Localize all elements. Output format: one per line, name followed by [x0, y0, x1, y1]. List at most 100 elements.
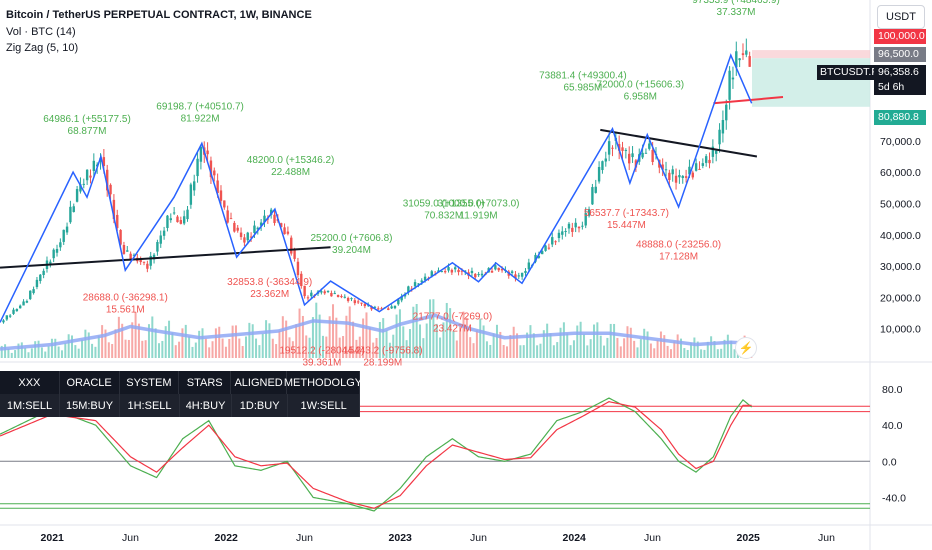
- zigzag-pivot-volume: 70.832M: [424, 211, 463, 222]
- volume-bar: [20, 342, 23, 358]
- candle: [290, 237, 293, 254]
- volume-bar: [342, 336, 345, 358]
- candle: [189, 184, 193, 205]
- volume-bar: [158, 343, 161, 358]
- candle: [253, 225, 256, 233]
- candle: [561, 231, 564, 235]
- volume-bar: [643, 328, 646, 358]
- candle: [356, 301, 360, 303]
- volume-bar: [482, 325, 485, 358]
- volume-bar: [726, 334, 729, 358]
- candle: [413, 282, 417, 287]
- volume-bar: [315, 302, 318, 358]
- volume-bar: [572, 340, 575, 358]
- candle: [728, 70, 731, 100]
- candle: [644, 152, 648, 154]
- candle: [704, 156, 708, 163]
- volume-bar: [619, 346, 622, 358]
- candle: [577, 226, 581, 229]
- volume-bar: [606, 337, 609, 358]
- candle: [106, 169, 109, 191]
- signal-table-cell: STARS: [179, 371, 232, 394]
- candle: [273, 214, 276, 224]
- countdown-tag: 5d 6h: [874, 80, 926, 95]
- volume-bar: [378, 322, 381, 358]
- zigzag-pivot-label: 15443.2 (-9756.8): [343, 346, 423, 357]
- volume-bar: [81, 339, 84, 358]
- zigzag-pivot-volume: 68.877M: [68, 126, 107, 137]
- volume-bar: [144, 340, 147, 358]
- signal-table-cell: 1W:SELL: [288, 394, 360, 417]
- volume-bar: [680, 338, 683, 358]
- candle: [567, 223, 571, 229]
- zigzag-pivot-volume: 37.337M: [717, 7, 756, 18]
- signal-table-signal-row: 1M:SELL 15M:BUY 1H:SELL 4H:BUY 1D:BUY 1W…: [0, 394, 360, 417]
- candle: [420, 280, 423, 283]
- candle: [477, 274, 480, 276]
- candle: [229, 218, 233, 220]
- volume-bar: [613, 323, 616, 358]
- volume-bar: [656, 340, 659, 358]
- candle: [524, 270, 527, 273]
- volume-bar: [248, 322, 251, 358]
- candle: [387, 308, 390, 310]
- volume-bar: [111, 344, 114, 358]
- candle: [390, 306, 393, 309]
- volume-bar: [47, 346, 50, 358]
- volume-bar: [101, 325, 104, 358]
- price-tag-100000: 100,000.0: [874, 29, 926, 44]
- stop-loss-zone: [752, 50, 870, 59]
- candle: [296, 261, 300, 276]
- volume-bar: [506, 346, 509, 358]
- candle: [346, 297, 350, 301]
- candle: [92, 160, 96, 171]
- candle: [119, 229, 122, 245]
- volume-bar: [479, 318, 482, 358]
- volume-bar: [194, 342, 197, 358]
- volume-bar: [669, 349, 672, 358]
- candle: [353, 300, 357, 304]
- volume-bar: [683, 348, 686, 358]
- candle: [694, 163, 698, 171]
- volume-bar: [91, 343, 94, 358]
- candle: [159, 235, 162, 244]
- chart-title[interactable]: Bitcoin / TetherUS PERPETUAL CONTRACT, 1…: [6, 9, 312, 21]
- candle: [75, 189, 79, 202]
- volume-bar: [703, 349, 706, 358]
- volume-legend[interactable]: Vol · BTC (14): [6, 26, 76, 38]
- candle: [447, 267, 450, 271]
- volume-bar: [485, 341, 488, 358]
- candle: [380, 308, 383, 310]
- volume-bar: [147, 324, 150, 358]
- candle: [564, 230, 567, 232]
- candle: [283, 227, 286, 235]
- zigzag-pivot-volume: 6.958M: [624, 92, 657, 103]
- volume-bar: [265, 320, 268, 358]
- zigzag-legend[interactable]: Zig Zag (5, 10): [6, 42, 79, 54]
- time-axis-tick-label: Jun: [644, 532, 661, 544]
- volume-bar: [599, 335, 602, 358]
- oscillator-series-line: [0, 397, 753, 512]
- volume-bar: [137, 323, 140, 358]
- volume-bar: [713, 341, 716, 358]
- volume-bar: [4, 344, 7, 358]
- volume-bar: [512, 326, 515, 358]
- candle: [340, 295, 343, 298]
- time-axis-tick-label: 2022: [215, 532, 239, 544]
- currency-button[interactable]: USDT: [877, 5, 925, 29]
- zigzag-pivot-label: 31059.0 (+1355.0): [403, 199, 485, 210]
- volume-bar: [462, 311, 465, 358]
- volume-bar: [104, 329, 107, 358]
- volume-bar: [261, 333, 264, 358]
- volume-bar: [281, 316, 284, 358]
- candle: [350, 298, 353, 300]
- candle: [29, 290, 32, 300]
- candle: [520, 272, 524, 277]
- volume-bar: [398, 309, 401, 358]
- candle: [172, 212, 176, 214]
- volume-bar: [579, 321, 582, 358]
- lightning-icon[interactable]: ⚡: [735, 337, 757, 359]
- volume-bar: [37, 340, 40, 358]
- volume-bar: [412, 306, 415, 358]
